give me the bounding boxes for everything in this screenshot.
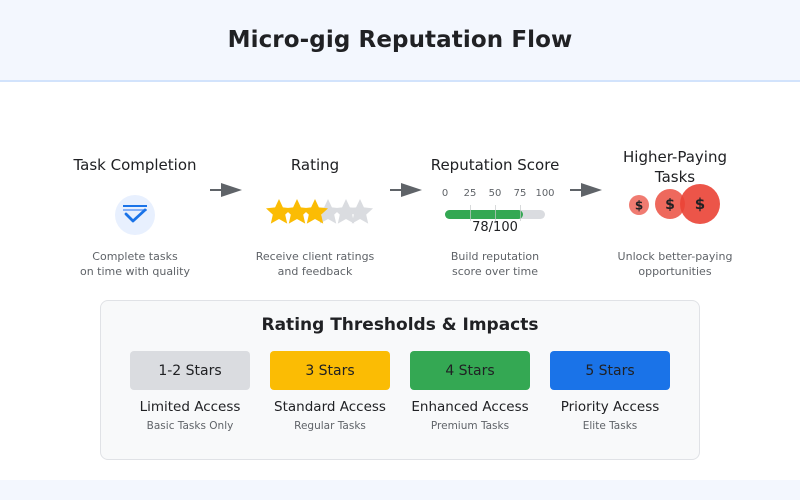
tier-badge: 4 Stars	[410, 351, 530, 390]
page-title: Micro-gig Reputation Flow	[227, 27, 573, 53]
check-task-icon	[115, 195, 155, 235]
svg-text:$: $	[665, 197, 675, 213]
step-title: Rating	[290, 156, 340, 174]
step-desc-reputation-score: Build reputation score over time	[450, 250, 540, 278]
score-ticks: 0 25 50 75 100	[441, 188, 555, 199]
dollar-coins-icon: $ $ $	[629, 184, 720, 224]
tier-4-stars: 4 Stars Enhanced Access Premium Tasks	[410, 351, 530, 432]
tier-access: Priority Access	[560, 399, 660, 415]
tier-badge: 5 Stars	[550, 351, 670, 390]
tier-access: Limited Access	[139, 399, 241, 415]
thresholds-title: Rating Thresholds & Impacts	[261, 315, 539, 335]
tier-tasks: Premium Tasks	[430, 420, 510, 432]
tier-3-stars: 3 Stars Standard Access Regular Tasks	[270, 351, 390, 432]
step-title: Task Completion	[73, 156, 197, 174]
svg-text:$: $	[695, 195, 705, 213]
star-rating-icon	[266, 199, 373, 224]
arrow-right-icon	[210, 183, 242, 197]
arrow-right-icon	[390, 183, 422, 197]
footer-band	[0, 480, 800, 500]
tier-tasks: Regular Tasks	[294, 420, 366, 432]
svg-text:$: $	[635, 199, 643, 213]
step-desc-rating: Receive client ratings and feedback	[255, 250, 375, 278]
tier-badge: 3 Stars	[270, 351, 390, 390]
header: Micro-gig Reputation Flow	[0, 0, 800, 82]
step-reputation-score: Reputation Score	[405, 155, 585, 175]
step-task-completion: Task Completion	[45, 155, 225, 175]
score-fill	[445, 210, 523, 219]
arrow-right-icon	[570, 183, 602, 197]
step-title: Reputation Score	[430, 156, 560, 174]
step-higher-paying-tasks: Higher-Paying Tasks	[623, 148, 727, 186]
tier-tasks: Basic Tasks Only	[146, 420, 234, 432]
rating-thresholds-panel: Rating Thresholds & Impacts 1-2 Stars Li…	[100, 300, 700, 460]
tier-badge: 1-2 Stars	[130, 351, 250, 390]
reputation-score-gauge: 0 25 50 75 100 78/100	[440, 188, 555, 238]
tier-tasks: Elite Tasks	[582, 420, 638, 432]
step-rating: Rating	[225, 155, 405, 175]
step-desc-higher-paying-tasks: Unlock better-paying opportunities	[617, 250, 733, 278]
tier-access: Standard Access	[274, 399, 386, 415]
tier-access: Enhanced Access	[411, 399, 529, 415]
step-desc-task-completion: Complete tasks on time with quality	[79, 250, 190, 278]
tier-1-2-stars: 1-2 Stars Limited Access Basic Tasks Onl…	[130, 351, 250, 432]
tier-5-stars: 5 Stars Priority Access Elite Tasks	[550, 351, 670, 432]
score-value: 78/100	[472, 220, 518, 235]
